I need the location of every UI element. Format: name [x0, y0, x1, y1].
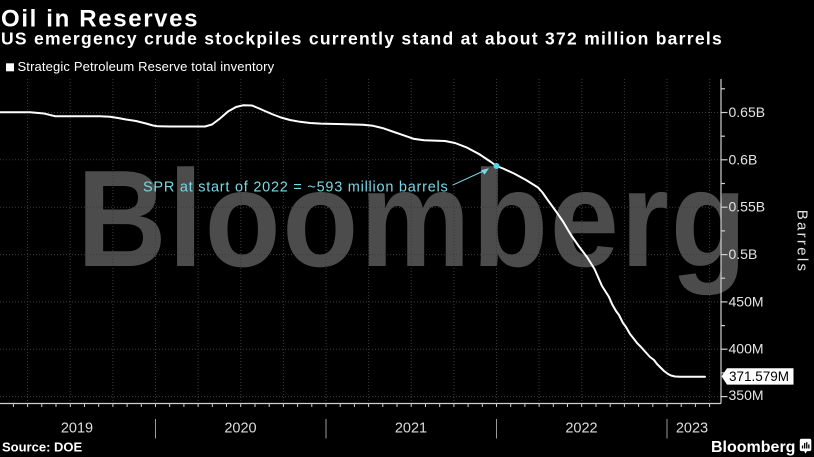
svg-text:Strategic Petroleum Reserve to: Strategic Petroleum Reserve total invent…: [18, 59, 275, 74]
svg-text:2022: 2022: [565, 420, 597, 436]
svg-text:0.5B: 0.5B: [729, 246, 758, 262]
svg-text:Barrels: Barrels: [794, 210, 811, 274]
svg-text:350M: 350M: [729, 387, 764, 403]
svg-text:2020: 2020: [224, 420, 256, 436]
svg-text:0.6B: 0.6B: [729, 151, 758, 167]
svg-text:0.65B: 0.65B: [729, 104, 766, 120]
svg-text:US emergency crude stockpiles: US emergency crude stockpiles currently …: [1, 28, 723, 48]
svg-text:371.579M: 371.579M: [729, 369, 789, 384]
svg-text:400M: 400M: [729, 341, 764, 357]
svg-text:2023: 2023: [676, 420, 708, 436]
svg-text:Source: DOE: Source: DOE: [2, 440, 83, 455]
svg-text:SPR at start of 2022 = ~593 mi: SPR at start of 2022 = ~593 million barr…: [143, 179, 448, 195]
svg-text:2019: 2019: [61, 420, 93, 436]
svg-text:450M: 450M: [729, 293, 764, 309]
svg-text:Oil in Reserves: Oil in Reserves: [1, 5, 199, 32]
svg-text:0.55B: 0.55B: [729, 199, 766, 215]
svg-text:Bloomberg: Bloomberg: [711, 439, 795, 456]
svg-text:2021: 2021: [395, 420, 427, 436]
svg-text:Bloomberg: Bloomberg: [77, 141, 748, 295]
